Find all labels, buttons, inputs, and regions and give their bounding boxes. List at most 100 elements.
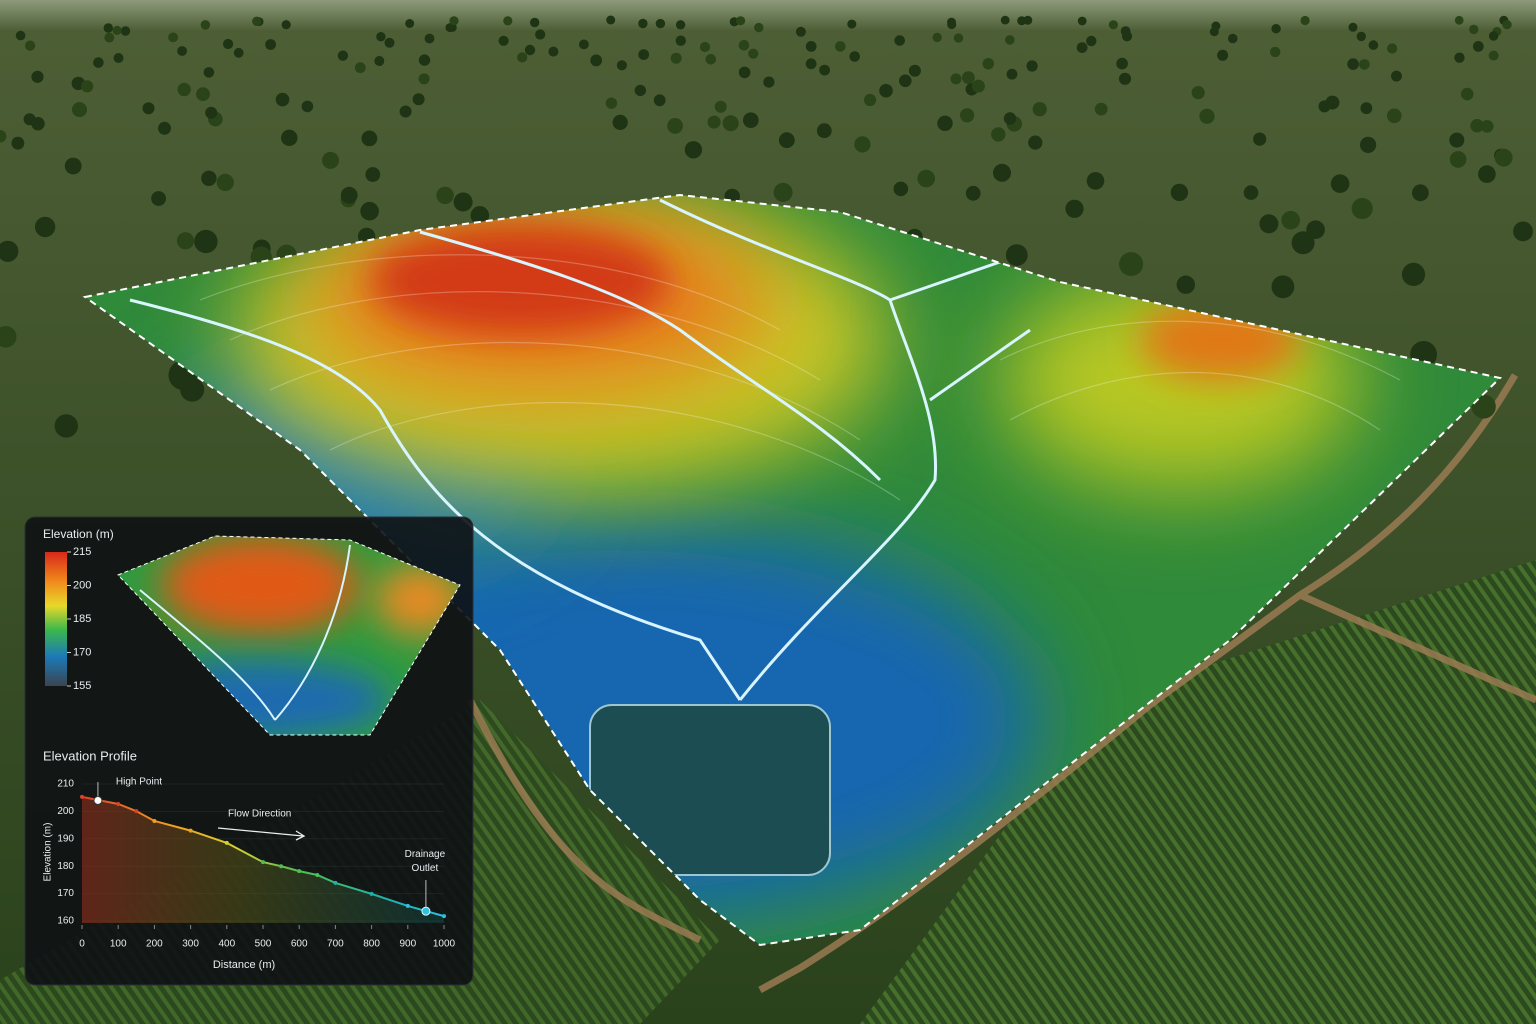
- tree: [453, 192, 473, 212]
- tree: [763, 76, 775, 88]
- x-axis-title: Distance (m): [213, 959, 275, 971]
- tree: [899, 74, 912, 88]
- legend-tick-label: 200: [73, 579, 91, 591]
- tree: [1005, 244, 1028, 266]
- tree: [1478, 165, 1496, 183]
- tree: [15, 30, 26, 41]
- outlet-label: Drainage Outlet: [405, 849, 446, 874]
- x-tick-label: 200: [146, 939, 163, 950]
- tree: [176, 232, 195, 250]
- x-tick-label: 100: [110, 939, 127, 950]
- flow-arrow: [217, 827, 306, 841]
- tree: [548, 46, 559, 57]
- inset-panel: Elevation (m) Elevation Profile Distance…: [24, 516, 474, 986]
- path: [889, 253, 1031, 402]
- tree: [1243, 185, 1259, 200]
- tree: [1211, 21, 1221, 31]
- tree: [707, 115, 721, 129]
- tree: [847, 19, 857, 29]
- y-tick-label: 200: [57, 806, 74, 817]
- tree: [205, 106, 218, 119]
- profile-point: [315, 872, 320, 877]
- path: [269, 341, 861, 441]
- x-tick-label: 500: [255, 939, 272, 950]
- path: [1009, 372, 1381, 431]
- tree: [0, 326, 17, 348]
- tree: [1368, 40, 1379, 50]
- x-tick-label: 1000: [433, 939, 456, 950]
- tree: [524, 44, 536, 56]
- tree: [960, 108, 975, 123]
- tree: [1000, 15, 1010, 25]
- x-tick-label: 400: [218, 939, 235, 950]
- tree: [1488, 31, 1499, 41]
- legend-tick-label: 185: [73, 613, 91, 625]
- tree: [1347, 58, 1359, 70]
- path: [659, 198, 938, 701]
- x-tick-label: 900: [399, 939, 416, 950]
- tree: [773, 182, 793, 202]
- tree: [1472, 41, 1484, 52]
- tree: [54, 414, 78, 438]
- legend-tick-label: 215: [73, 546, 91, 558]
- tree: [113, 53, 124, 63]
- tree: [1360, 102, 1373, 115]
- tree: [705, 54, 717, 65]
- tree: [1006, 68, 1018, 80]
- tree: [418, 73, 430, 85]
- tree: [738, 66, 751, 79]
- path: [139, 544, 351, 721]
- path: [199, 254, 781, 331]
- tree: [1318, 100, 1331, 113]
- profile-point: [442, 914, 446, 919]
- tree: [879, 83, 893, 98]
- y-tick-label: 180: [57, 861, 74, 872]
- tree: [917, 169, 935, 188]
- tree: [1412, 184, 1429, 202]
- tree: [605, 97, 618, 109]
- tree: [854, 136, 871, 153]
- outlet-marker: [421, 906, 431, 916]
- tree: [1119, 252, 1144, 277]
- profile-title: Elevation Profile: [43, 748, 137, 763]
- tree: [0, 130, 7, 143]
- tree: [275, 92, 290, 107]
- tree: [950, 73, 962, 85]
- tree: [1360, 136, 1377, 153]
- tree: [1469, 24, 1479, 35]
- tree: [805, 41, 817, 52]
- tree: [638, 49, 650, 60]
- tree: [1065, 199, 1084, 218]
- tree: [337, 50, 349, 61]
- tree: [1502, 20, 1512, 30]
- tree: [498, 35, 509, 46]
- y-tick-label: 160: [57, 916, 74, 927]
- tree: [120, 26, 131, 36]
- tree: [993, 163, 1011, 182]
- tree: [953, 33, 964, 43]
- profile-point: [261, 860, 265, 865]
- tree: [1351, 197, 1373, 220]
- tree: [893, 181, 909, 197]
- tree: [1449, 132, 1465, 148]
- profile-point: [405, 903, 410, 908]
- tree: [340, 186, 358, 204]
- tree: [675, 35, 686, 46]
- tree: [1116, 57, 1128, 70]
- tree: [1387, 43, 1398, 54]
- x-tick-label: 0: [79, 939, 85, 950]
- rect: [589, 704, 831, 876]
- tree: [1005, 35, 1015, 45]
- tree: [196, 87, 210, 101]
- tree: [31, 70, 44, 83]
- tree: [1460, 87, 1474, 101]
- tree: [962, 71, 975, 84]
- tree: [1108, 20, 1118, 30]
- tree: [64, 157, 82, 175]
- tree: [1488, 50, 1499, 61]
- g: [199, 254, 1401, 501]
- tree: [805, 58, 817, 70]
- tree: [1454, 15, 1464, 25]
- tree: [1077, 16, 1087, 26]
